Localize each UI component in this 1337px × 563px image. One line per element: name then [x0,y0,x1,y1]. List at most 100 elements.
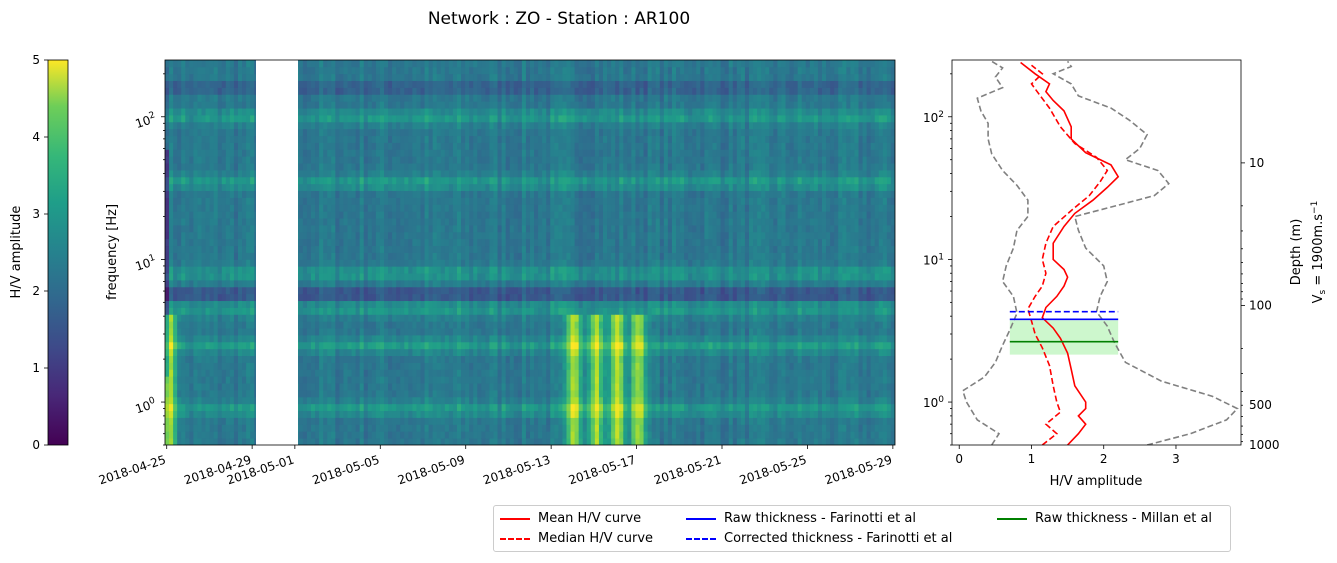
spectrogram-cell [335,424,340,432]
spectrogram-cell [193,225,198,233]
spectrogram-cell [440,218,446,226]
spectrogram-cell [331,362,336,370]
spectrogram-cell [213,307,219,315]
spectrogram-cell [493,300,498,308]
spectrogram-cell [165,273,170,281]
spectrogram-cell [477,390,482,398]
spectrogram-cell [185,87,190,95]
spectrogram-cell [347,369,352,377]
spectrogram-cell [193,259,198,267]
spectrogram-cell [319,273,324,281]
spectrogram-cell [412,225,417,233]
spectrogram-cell [400,60,405,68]
spectrogram-cell [384,238,389,247]
spectrogram-cell [465,80,470,88]
spectrogram-cell [448,280,454,288]
spectrogram-cell [404,73,409,82]
spectrogram-cell [497,73,503,82]
spectrogram-cell [489,252,494,260]
spectrogram-cell [481,190,486,198]
spectrogram-cell [379,396,385,405]
spectrogram-cell [327,252,332,260]
spectrogram-cell [221,390,227,398]
spectrogram-cell [461,218,466,226]
spectrogram-cell [327,128,332,137]
spectrogram-cell [339,211,344,219]
spectrogram-cell [319,369,324,377]
spectrogram-cell [225,438,231,445]
spectrogram-cell [347,149,352,157]
spectrogram-cell [371,170,377,178]
spectrogram-cell [242,197,247,205]
spectrogram-cell [513,321,519,329]
spectrogram-cell [420,252,425,260]
spectrogram-cell [375,245,381,253]
spectrogram-cell [169,121,174,130]
spectrogram-cell [379,259,385,267]
spectrogram-cell [323,94,328,102]
spectrogram-cell [509,280,515,288]
spectrogram-cell [489,348,494,357]
spectrogram-cell [201,390,206,398]
spectrogram-cell [371,355,377,363]
spectrogram-cell [420,245,425,253]
spectrogram-cell [457,417,462,425]
spectrogram-cell [233,362,239,370]
spectrogram-cell [363,101,369,109]
spectrogram-cell [169,396,174,405]
spectrogram-cell [448,225,454,233]
spectrogram-cell [400,293,405,302]
spectrogram-cell [209,135,215,143]
spectrogram-cell [221,121,227,130]
spectrogram-cell [404,108,409,116]
spectrogram-cell [489,156,494,164]
spectrogram-cell [355,183,361,192]
spectrogram-cell [302,73,308,82]
spectrogram-cell [173,321,178,329]
spectrogram-cell [436,273,442,281]
spectrogram-cell [384,286,389,295]
spectrogram-cell [477,218,482,226]
spectrogram-cell [343,341,348,350]
spectrogram-cell [205,355,211,363]
spectrogram-cell [473,410,478,418]
spectrogram-cell [457,369,462,377]
spectrogram-cell [384,328,389,336]
spectrogram-cell [169,438,174,445]
spectrogram-cell [193,176,198,185]
spectrogram-cell [404,87,409,95]
spectrogram-cell [363,163,369,171]
spectrogram-cell [416,403,421,412]
spectrogram-cell [493,341,498,350]
spectrogram-cell [302,108,308,116]
spectrogram-cell [185,321,190,329]
spectrogram-cell [465,121,470,130]
spectrogram-cell [505,403,511,412]
spectrogram-cell [363,135,369,143]
spectrogram-cell [347,348,352,357]
spectrogram-cell [408,225,413,233]
spectrogram-cell [444,128,450,137]
spectrogram-cell [351,135,357,143]
spectrogram-cell [379,314,385,322]
spectrogram-cell [242,252,247,260]
spectrogram-cell [481,121,486,130]
spectrogram-cell [367,369,373,377]
spectrogram-cell [323,231,328,240]
spectrogram-cell [351,149,357,157]
spectrogram-cell [509,245,515,253]
spectrogram-cell [225,190,231,198]
spectrogram-cell [213,355,219,363]
spectrogram-cell [440,273,446,281]
spectrogram-cell [355,383,361,391]
spectrogram-cell [306,231,312,240]
spectrogram-cell [197,328,202,336]
spectrogram-cell [379,286,385,295]
spectrogram-cell [404,66,409,75]
spectrogram-cell [306,314,312,322]
spectrogram-cell [513,396,519,405]
spectrogram-cell [238,211,243,219]
spectrogram-cell [469,259,474,267]
spectrogram-cell [238,280,243,288]
spectrogram-cell [485,87,490,95]
